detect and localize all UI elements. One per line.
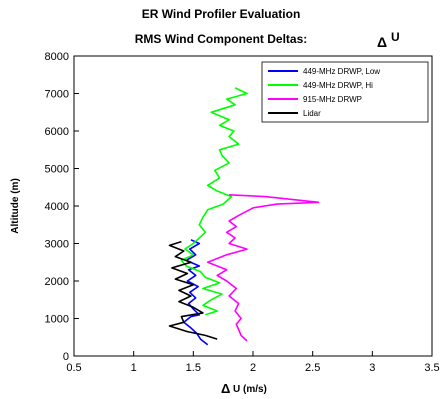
series-group bbox=[168, 87, 320, 346]
chart-subtitle-delta: Δ bbox=[377, 34, 387, 50]
legend-label-449-mhz-drwp-low: 449-MHz DRWP, Low bbox=[303, 67, 380, 76]
x-tick-label: 3.5 bbox=[424, 362, 439, 374]
series-line-lidar bbox=[168, 240, 218, 340]
x-tick-label: 1 bbox=[131, 362, 137, 374]
x-tick-label: 3 bbox=[369, 362, 375, 374]
y-tick-label: 6000 bbox=[45, 126, 69, 138]
x-tick-label: 2 bbox=[250, 362, 256, 374]
x-tick-label: 1.5 bbox=[186, 362, 201, 374]
y-axis: 0 1000 2000 3000 4000 5000 6000 7000 8000 bbox=[45, 51, 79, 363]
x-tick-label: 0.5 bbox=[66, 362, 81, 374]
y-tick-label: 7000 bbox=[45, 89, 69, 101]
y-tick-label: 8000 bbox=[45, 51, 69, 63]
legend-label-lidar: Lidar bbox=[303, 109, 321, 118]
chart-subtitle: RMS Wind Component Deltas: bbox=[135, 32, 308, 46]
x-axis: 0.5 1 1.5 2 2.5 3 3.5 bbox=[66, 351, 440, 374]
x-axis-label-delta: Δ bbox=[221, 381, 230, 396]
chart-subtitle-variable: U bbox=[391, 30, 400, 44]
legend-label-449-mhz-drwp-hi: 449-MHz DRWP, Hi bbox=[303, 81, 373, 90]
series-line-915-mhz-drwp bbox=[206, 194, 320, 342]
y-tick-label: 1000 bbox=[45, 314, 69, 326]
series-line-449-mhz-drwp-hi bbox=[180, 87, 248, 316]
y-tick-label: 3000 bbox=[45, 239, 69, 251]
y-tick-label: 4000 bbox=[45, 201, 69, 213]
y-axis-label: Altitude (m) bbox=[10, 178, 21, 234]
y-tick-label: 0 bbox=[63, 351, 69, 363]
chart-title: ER Wind Profiler Evaluation bbox=[142, 7, 301, 21]
y-tick-label: 2000 bbox=[45, 276, 69, 288]
series-line-449-mhz-drwp-low bbox=[183, 239, 209, 346]
x-axis-label: U (m/s) bbox=[233, 384, 267, 395]
x-tick-label: 2.5 bbox=[305, 362, 320, 374]
y-tick-label: 5000 bbox=[45, 164, 69, 176]
legend: 449-MHz DRWP, Low 449-MHz DRWP, Hi 915-MHz… bbox=[261, 61, 429, 123]
legend-label-915-mhz-drwp: 915-MHz DRWP bbox=[303, 95, 362, 104]
